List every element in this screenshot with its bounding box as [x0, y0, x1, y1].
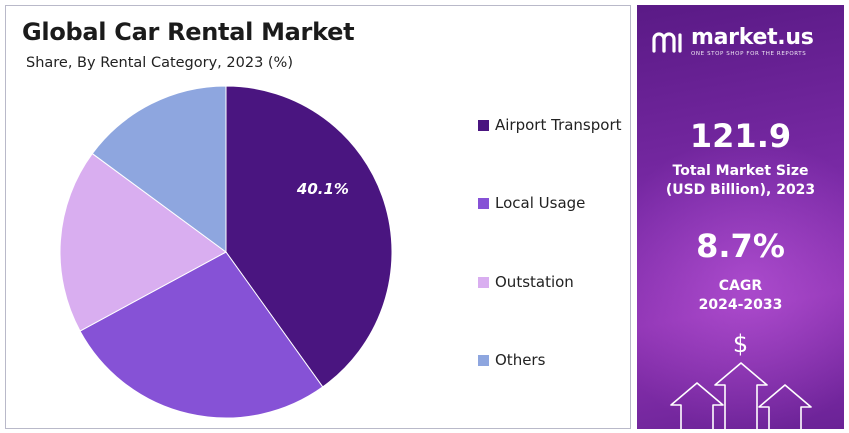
panel-glow-decoration [637, 135, 844, 429]
legend-item-local-usage: Local Usage [478, 194, 585, 212]
cagr-value: 8.7% [696, 227, 785, 265]
legend-swatch-outstation [478, 276, 489, 288]
pie-slice-airport-transport [225, 85, 393, 388]
stats-panel: market.us ONE STOP SHOP FOR THE REPORTS … [637, 5, 844, 429]
legend-item-others: Others [478, 351, 545, 369]
market-us-logo-icon [652, 32, 682, 53]
legend-item-airport-transport: Airport Transport [478, 116, 622, 134]
legend-label-local-usage: Local Usage [495, 194, 586, 212]
market-size-label-line2: (USD Billion), 2023 [665, 182, 816, 198]
legend-item-outstation: Outstation [478, 273, 574, 291]
brand-logo: market.us ONE STOP SHOP FOR THE REPORTS [651, 27, 814, 57]
market-size-label-line1: Total Market Size [672, 163, 809, 179]
brand-tagline: ONE STOP SHOP FOR THE REPORTS [691, 51, 807, 57]
legend-label-outstation: Outstation [495, 273, 574, 291]
legend-swatch-airport-transport [478, 119, 489, 131]
market-size-value: 121.9 [689, 117, 792, 155]
legend-label-others: Others [495, 351, 546, 369]
chart-frame: Global Car Rental Market Share, By Renta… [5, 5, 631, 429]
growth-arrows-icon [670, 362, 812, 429]
pie-slice-local-usage [79, 251, 324, 419]
pie-chart: 40.1% [59, 85, 393, 419]
pie-slice-outstation [59, 152, 227, 332]
cagr-label-line2: 2024-2033 [698, 297, 783, 313]
chart-title: Global Car Rental Market [22, 18, 355, 46]
cagr-label-line1: CAGR [718, 278, 763, 294]
legend-swatch-local-usage [478, 197, 489, 209]
pie-data-label-airport-transport: 40.1% [296, 180, 349, 198]
legend-swatch-others [478, 354, 489, 366]
legend-label-airport-transport: Airport Transport [495, 116, 622, 134]
brand-name: market.us [691, 25, 814, 50]
pie-slice-others [91, 85, 227, 253]
chart-subtitle: Share, By Rental Category, 2023 (%) [26, 55, 293, 71]
dollar-icon: $ [732, 330, 749, 358]
